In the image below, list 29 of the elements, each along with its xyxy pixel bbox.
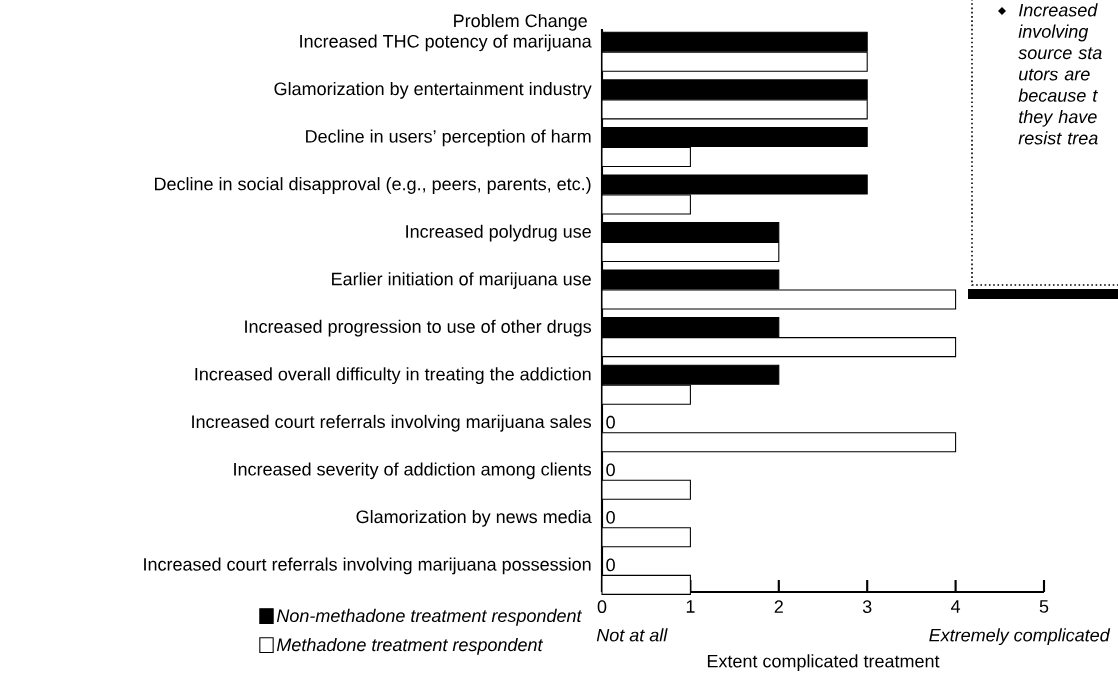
y-axis-title: Problem Change <box>454 13 587 31</box>
y-tick-label: Glamorization by entertainment industry <box>274 81 592 99</box>
x-tick-label: 2 <box>774 600 783 613</box>
data-label: 0 <box>606 463 615 477</box>
x-tick-label: 3 <box>862 600 872 614</box>
y-tick-label: Increased progression to use of other drugs <box>245 319 592 337</box>
text: Extremely complicated <box>929 628 1111 646</box>
y-tick-label: Increased THC potency of marijuana <box>300 34 592 52</box>
text: Not at all <box>596 628 668 642</box>
x-tick-label: 4 <box>951 600 961 613</box>
y-tick-label: Increased severity of addiction among clients <box>234 462 592 480</box>
x-tick-label: 0 <box>597 600 607 614</box>
y-tick-label: Increased overall difficulty in treating the addiction <box>195 367 591 385</box>
y-tick-label: Increased polydrug use <box>406 224 591 242</box>
y-tick-label: Earlier initiation of marijuana use <box>332 272 591 289</box>
y-tick-label: Decline in social disapproval (e.g., peers, parents, etc.) <box>155 177 591 194</box>
legend-label: Methadone treatment respondent <box>276 637 544 655</box>
data-label: 0 <box>606 415 615 429</box>
y-tick-label: Increased court referrals involving marijuana sales <box>192 414 591 432</box>
y-tick-label: Increased court referrals involving marijuana possession <box>144 557 591 575</box>
legend-label: Non-methadone treatment respondent <box>276 608 583 626</box>
x-tick-label: 1 <box>686 600 695 613</box>
y-tick-label: Glamorization by news media <box>356 509 592 527</box>
x-tick-label: 5 <box>1039 600 1049 613</box>
data-label: 0 <box>606 558 615 572</box>
annotation: Increased involving source sta utors are because t they have resist trea <box>1018 3 1102 145</box>
data-label: 0 <box>606 510 615 524</box>
x-axis-title: Extent complicated treatment <box>707 654 940 672</box>
y-tick-label: Decline in users’ perception of harm <box>306 129 591 147</box>
